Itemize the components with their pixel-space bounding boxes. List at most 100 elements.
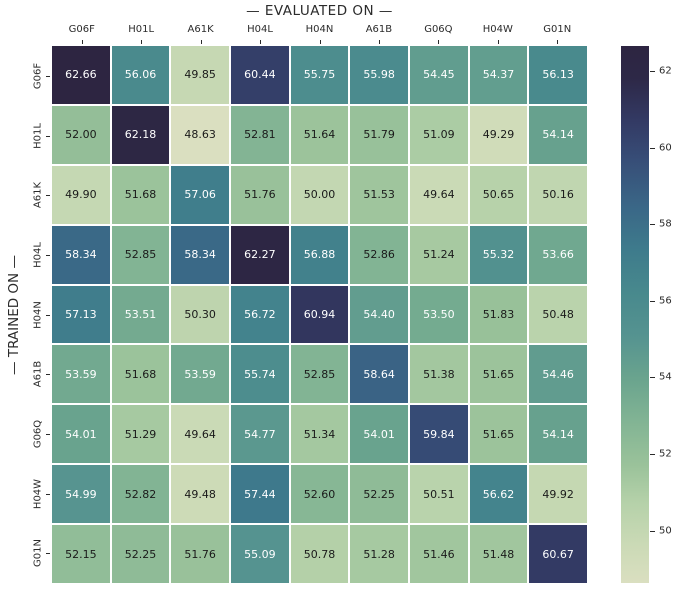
colorbar-tick-label: 62 [659, 65, 672, 77]
heatmap-cell: 51.83 [469, 285, 528, 344]
colorbar-tick [650, 530, 655, 532]
column-label: H04N [305, 24, 334, 35]
heatmap-cell: 51.46 [410, 525, 468, 583]
heatmap-cell: 54.45 [410, 46, 468, 104]
heatmap-cell: 55.98 [350, 46, 408, 104]
heatmap-cell: 54.14 [529, 105, 587, 164]
column-tick [497, 40, 499, 44]
row-label: H04N [32, 300, 44, 329]
heatmap-cell: 55.75 [290, 46, 349, 104]
colorbar-tick-label: 58 [659, 218, 672, 230]
heatmap-cell: 50.51 [410, 465, 468, 524]
colorbar-tick [650, 377, 655, 379]
heatmap-cell: 52.81 [231, 105, 289, 164]
heatmap-cell: 57.13 [52, 285, 110, 344]
heatmap-cell: 52.86 [350, 225, 408, 284]
heatmap-cell: 62.66 [52, 46, 110, 104]
heatmap-cell: 53.66 [529, 225, 587, 284]
heatmap-cell: 51.29 [111, 405, 170, 464]
row-label: H04L [32, 241, 44, 268]
heatmap-cell: 52.15 [52, 525, 110, 583]
colorbar-tick [650, 224, 655, 226]
row-tick [46, 254, 50, 256]
heatmap-cell: 53.50 [410, 285, 468, 344]
heatmap-cell: 56.72 [231, 285, 289, 344]
heatmap-cell: 54.99 [52, 465, 110, 524]
heatmap-cell: 51.34 [290, 405, 349, 464]
heatmap-cell: 60.44 [231, 46, 289, 104]
heatmap-cell: 51.28 [350, 525, 408, 583]
heatmap-cell: 54.01 [350, 405, 408, 464]
heatmap-cell: 52.82 [111, 465, 170, 524]
colorbar-tick [650, 300, 655, 302]
column-tick [319, 40, 321, 44]
row-tick [46, 493, 50, 495]
heatmap-cell: 51.38 [410, 345, 468, 404]
heatmap-cell: 51.24 [410, 225, 468, 284]
row-tick [46, 75, 50, 77]
chart-title: — EVALUATED ON — [246, 3, 393, 19]
heatmap-cell: 49.64 [410, 165, 468, 224]
heatmap-cell: 51.68 [111, 345, 170, 404]
column-label: G01N [543, 24, 572, 35]
heatmap-cell: 50.30 [171, 285, 229, 344]
heatmap-cell: 52.85 [111, 225, 170, 284]
column-label: H04L [247, 24, 273, 35]
heatmap-cell: 58.64 [350, 345, 408, 404]
heatmap-cell: 55.09 [231, 525, 289, 583]
heatmap-cell: 52.00 [52, 105, 110, 164]
heatmap-cell: 51.64 [290, 105, 349, 164]
heatmap-cell: 54.40 [350, 285, 408, 344]
row-label: G06F [32, 62, 44, 89]
heatmap-cell: 50.00 [290, 165, 349, 224]
heatmap-cell: 49.85 [171, 46, 229, 104]
row-tick [46, 314, 50, 316]
heatmap-cell: 60.94 [290, 285, 349, 344]
column-label: G06Q [424, 24, 453, 35]
heatmap-cell: 49.29 [469, 105, 528, 164]
heatmap-cell: 54.37 [469, 46, 528, 104]
heatmap-cell: 52.25 [111, 525, 170, 583]
row-tick [46, 135, 50, 137]
column-label: G06F [68, 24, 95, 35]
heatmap-cell: 53.51 [111, 285, 170, 344]
heatmap-cell: 55.74 [231, 345, 289, 404]
heatmap-cell: 56.13 [529, 46, 587, 104]
heatmap-cell: 60.67 [529, 525, 587, 583]
heatmap-cell: 56.06 [111, 46, 170, 104]
heatmap-cell: 54.77 [231, 405, 289, 464]
column-label: H04W [482, 24, 513, 35]
row-label: A61K [32, 182, 44, 209]
heatmap-cell: 57.44 [231, 465, 289, 524]
heatmap-cell: 54.14 [529, 405, 587, 464]
heatmap-cell: 51.68 [111, 165, 170, 224]
row-label: H01L [32, 122, 44, 149]
heatmap-cell: 51.09 [410, 105, 468, 164]
heatmap-cell: 53.59 [171, 345, 229, 404]
heatmap-cell: 51.53 [350, 165, 408, 224]
column-tick [260, 40, 262, 44]
column-label: H01L [128, 24, 155, 35]
row-label: H04W [32, 478, 44, 509]
colorbar-tick [650, 147, 655, 149]
heatmap-cell: 50.65 [469, 165, 528, 224]
y-axis-label: — TRAINED ON — [6, 255, 22, 375]
heatmap-cell: 49.92 [529, 465, 587, 524]
heatmap-cell: 51.76 [171, 525, 229, 583]
colorbar-tick [650, 454, 655, 455]
heatmap-cell: 55.32 [469, 225, 528, 284]
heatmap-cell: 54.01 [52, 405, 110, 464]
heatmap-cell: 52.25 [350, 465, 408, 524]
heatmap-cell: 57.06 [171, 165, 229, 224]
row-tick [46, 374, 50, 376]
heatmap-cell: 49.48 [171, 465, 229, 524]
row-label: A61B [32, 360, 44, 388]
heatmap-cell: 56.62 [469, 465, 528, 524]
heatmap-cell: 51.48 [469, 525, 528, 583]
heatmap-cell: 51.79 [350, 105, 408, 164]
heatmap-cell: 58.34 [52, 225, 110, 284]
heatmap-cell: 49.64 [171, 405, 229, 464]
row-label: G01N [32, 539, 44, 568]
colorbar-tick-label: 52 [659, 448, 672, 460]
